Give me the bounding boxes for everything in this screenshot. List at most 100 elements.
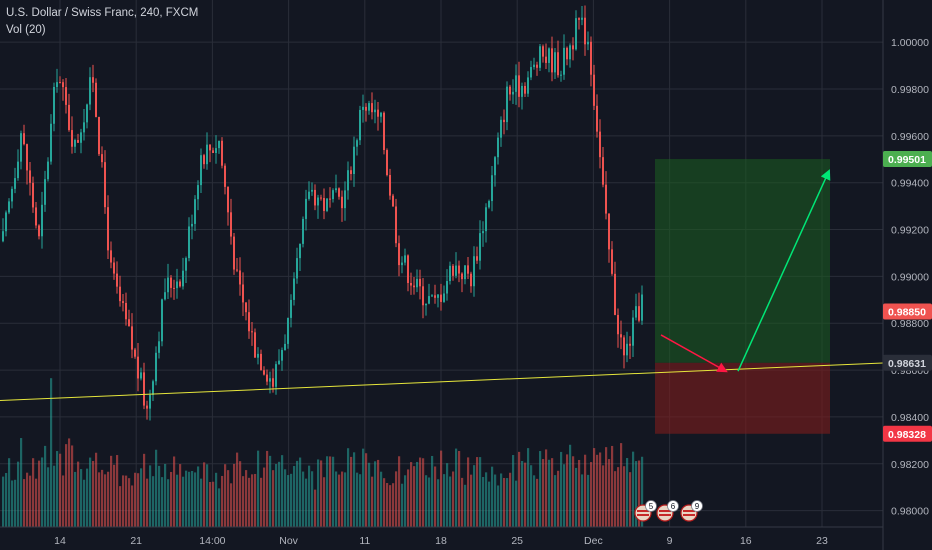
candle-body-up — [368, 103, 370, 111]
candle-body-up — [554, 52, 556, 73]
candle-body-down — [422, 286, 424, 306]
candle-body-down — [377, 109, 379, 117]
projected-dip-arrow — [660, 334, 728, 373]
candle-body-up — [86, 104, 88, 123]
volume-bar — [236, 452, 239, 527]
stop-price-badge: 0.98328 — [888, 429, 926, 441]
candle-body-up — [5, 212, 7, 232]
volume-bar — [305, 478, 308, 527]
candle-body-up — [89, 77, 91, 105]
event-flag-stripe — [683, 510, 695, 512]
candle-body-up — [491, 175, 493, 202]
candle-body-down — [230, 212, 232, 237]
time-axis[interactable]: 14 21 14:00 Nov 11 18 25 Dec 9 16 23 — [0, 526, 883, 547]
volume-bar — [470, 474, 473, 527]
volume-bar — [401, 483, 404, 527]
volume-bar — [629, 472, 632, 527]
candle-body-up — [185, 258, 187, 271]
time-tick-label: 21 — [130, 535, 142, 547]
volume-bar — [467, 457, 470, 527]
volume-bar — [230, 483, 233, 527]
candle-body-down — [584, 17, 586, 45]
volume-bar — [176, 474, 179, 527]
volume-bar — [311, 471, 314, 527]
volume-bar — [221, 475, 224, 527]
volume-indicator-label[interactable]: Vol (20) — [6, 24, 46, 36]
volume-bar — [353, 452, 356, 527]
candle-body-up — [284, 343, 286, 351]
volume-bar — [20, 438, 23, 527]
volume-bar — [410, 462, 413, 527]
candle-body-up — [362, 106, 364, 110]
volume-bar — [560, 451, 563, 527]
volume-bar — [188, 471, 191, 527]
candle-body-down — [542, 46, 544, 57]
candle-body-up — [8, 201, 10, 213]
volume-bar — [389, 485, 392, 527]
volume-bar — [122, 475, 125, 527]
event-badges[interactable]: 5 6 9 — [634, 500, 703, 522]
price-tick-label: 0.99400 — [891, 178, 929, 190]
candle-body-up — [2, 231, 4, 242]
volume-bar — [641, 456, 644, 527]
candle-body-up — [161, 299, 163, 342]
candle-body-down — [350, 170, 352, 174]
candle-body-down — [599, 131, 601, 158]
price-axis[interactable]: 1.00000 0.99800 0.99600 0.99400 0.99200 0.990… — [882, 0, 932, 550]
volume-bar — [11, 480, 14, 527]
candle-body-down — [398, 243, 400, 266]
candle-body-up — [80, 132, 82, 143]
candle-body-up — [404, 255, 406, 263]
candle-body-up — [311, 189, 313, 192]
candle-body-up — [506, 86, 508, 123]
candle-body-up — [296, 258, 298, 279]
candle-body-down — [143, 372, 145, 406]
candle-body-down — [608, 213, 610, 250]
volume-bar — [608, 459, 611, 527]
candle-body-up — [497, 137, 499, 158]
volume-bars — [2, 378, 644, 527]
time-tick-label: 25 — [511, 535, 523, 547]
event-count-bubble — [667, 500, 679, 512]
candle-body-down — [590, 41, 592, 75]
volume-bar — [212, 481, 215, 527]
candle-body-down — [611, 249, 613, 274]
volume-bar — [476, 457, 479, 527]
volume-bar — [548, 459, 551, 527]
volume-bar — [446, 463, 449, 527]
candle-body-down — [392, 195, 394, 207]
symbol-title[interactable]: U.S. Dollar / Swiss Franc, 240, FXCM — [6, 7, 199, 19]
candle-body-up — [47, 161, 49, 180]
candle-body-up — [641, 294, 643, 321]
volume-bar — [14, 479, 17, 527]
candle-body-up — [302, 218, 304, 244]
volume-bar — [314, 489, 317, 527]
volume-bar — [80, 469, 83, 527]
price-tick-label: 1.00000 — [891, 37, 929, 49]
volume-bar — [461, 477, 464, 527]
volume-bar — [452, 471, 455, 527]
volume-bar — [347, 448, 350, 527]
candle-body-down — [203, 155, 205, 165]
time-tick-label: 23 — [816, 535, 828, 547]
candle-body-up — [473, 256, 475, 287]
volume-bar — [620, 443, 623, 527]
volume-bar — [287, 475, 290, 527]
candle-body-up — [587, 41, 589, 45]
volume-bar — [614, 471, 617, 527]
volume-bar — [521, 460, 524, 527]
candle-body-down — [62, 82, 64, 88]
candle-body-up — [575, 18, 577, 50]
volume-bar — [506, 478, 509, 527]
volume-bar — [416, 461, 419, 527]
candle-body-up — [533, 64, 535, 68]
target-price-badge: 0.99501 — [888, 154, 926, 166]
volume-bar — [536, 478, 539, 527]
candle-body-down — [131, 326, 133, 350]
volume-bar — [464, 484, 467, 527]
volume-bar — [350, 456, 353, 527]
candle-body-down — [413, 285, 415, 288]
event-count-label: 5 — [649, 502, 654, 511]
candle-body-down — [434, 295, 436, 298]
